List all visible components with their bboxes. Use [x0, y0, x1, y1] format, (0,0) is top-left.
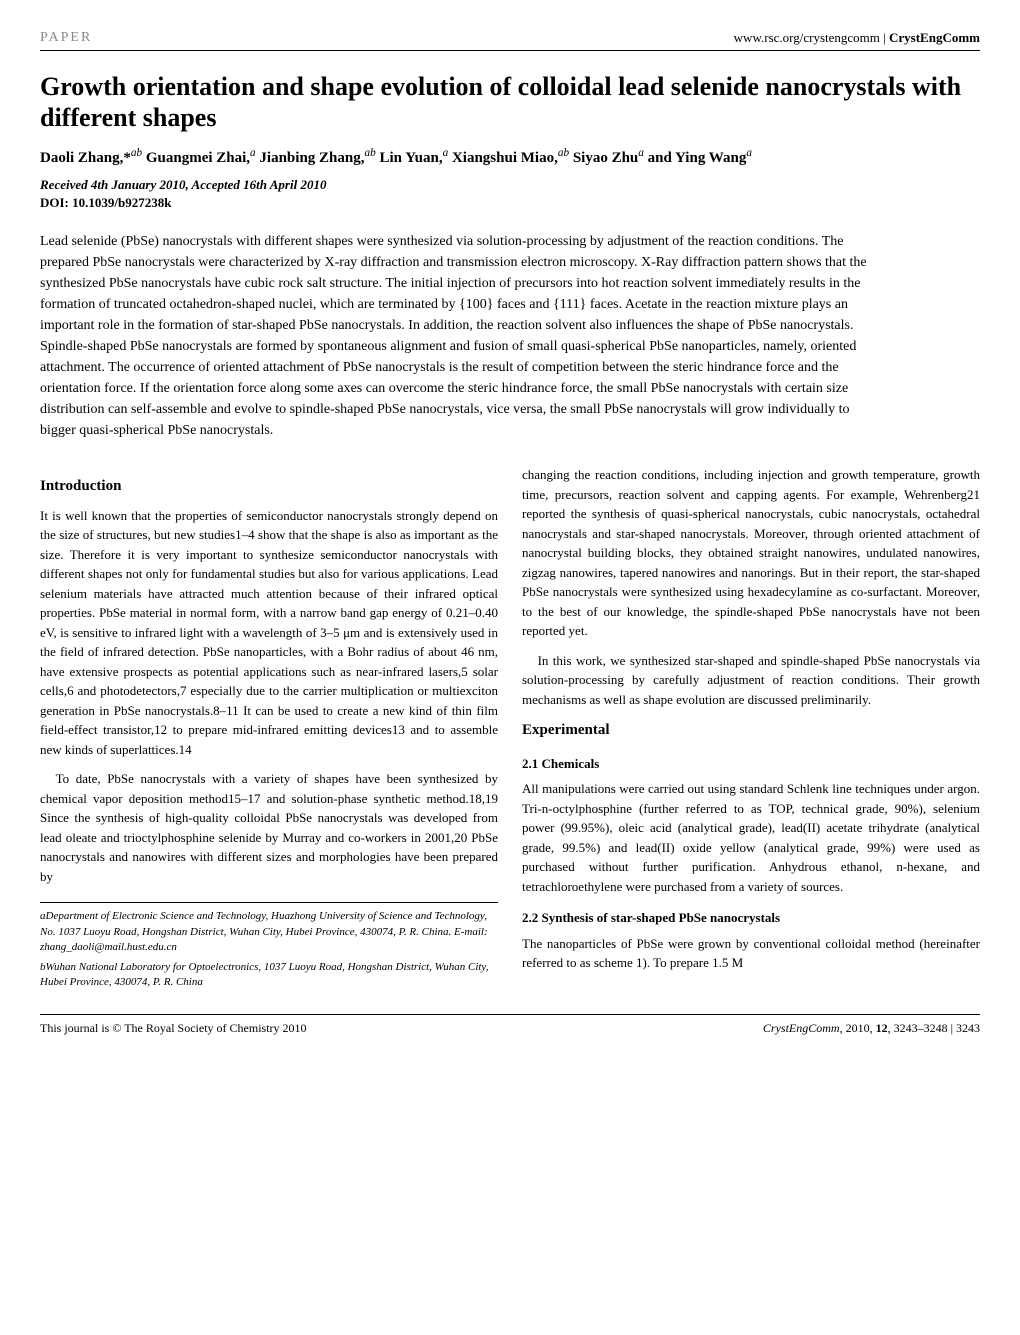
left-column: Introduction It is well known that the p…	[40, 465, 498, 994]
header-bar: PAPER www.rsc.org/crystengcomm | CrystEn…	[40, 30, 980, 51]
journal-url: www.rsc.org/crystengcomm	[734, 30, 880, 45]
chemicals-para: All manipulations were carried out using…	[522, 779, 980, 896]
experimental-heading: Experimental	[522, 719, 980, 742]
paper-label: PAPER	[40, 30, 92, 46]
received-line: Received 4th January 2010, Accepted 16th…	[40, 177, 980, 193]
footer-left: This journal is © The Royal Society of C…	[40, 1021, 307, 1036]
affiliation-a: aDepartment of Electronic Science and Te…	[40, 909, 498, 955]
intro-para-1: It is well known that the properties of …	[40, 506, 498, 760]
footer-bar: This journal is © The Royal Society of C…	[40, 1014, 980, 1036]
journal-info: www.rsc.org/crystengcomm | CrystEngComm	[734, 30, 980, 46]
abstract-text: Lead selenide (PbSe) nanocrystals with d…	[40, 231, 880, 441]
article-title: Growth orientation and shape evolution o…	[40, 71, 980, 133]
introduction-heading: Introduction	[40, 475, 498, 498]
synthesis-para: The nanoparticles of PbSe were grown by …	[522, 934, 980, 973]
synthesis-heading: 2.2 Synthesis of star-shaped PbSe nanocr…	[522, 908, 980, 928]
footer-right: CrystEngComm, 2010, 12, 3243–3248 | 3243	[763, 1021, 980, 1036]
right-column: changing the reaction conditions, includ…	[522, 465, 980, 994]
authors-line: Daoli Zhang,*ab Guangmei Zhai,a Jianbing…	[40, 147, 980, 167]
two-column-layout: Introduction It is well known that the p…	[40, 465, 980, 994]
doi-line: DOI: 10.1039/b927238k	[40, 195, 980, 211]
intro-para-3: changing the reaction conditions, includ…	[522, 465, 980, 641]
intro-para-4: In this work, we synthesized star-shaped…	[522, 651, 980, 710]
chemicals-heading: 2.1 Chemicals	[522, 754, 980, 774]
intro-para-2: To date, PbSe nanocrystals with a variet…	[40, 769, 498, 886]
journal-name: CrystEngComm	[889, 30, 980, 45]
footer-volume: 12	[876, 1021, 888, 1035]
affiliations-block: aDepartment of Electronic Science and Te…	[40, 902, 498, 990]
footer-journal: CrystEngComm	[763, 1021, 840, 1035]
affiliation-b: bWuhan National Laboratory for Optoelect…	[40, 960, 498, 991]
